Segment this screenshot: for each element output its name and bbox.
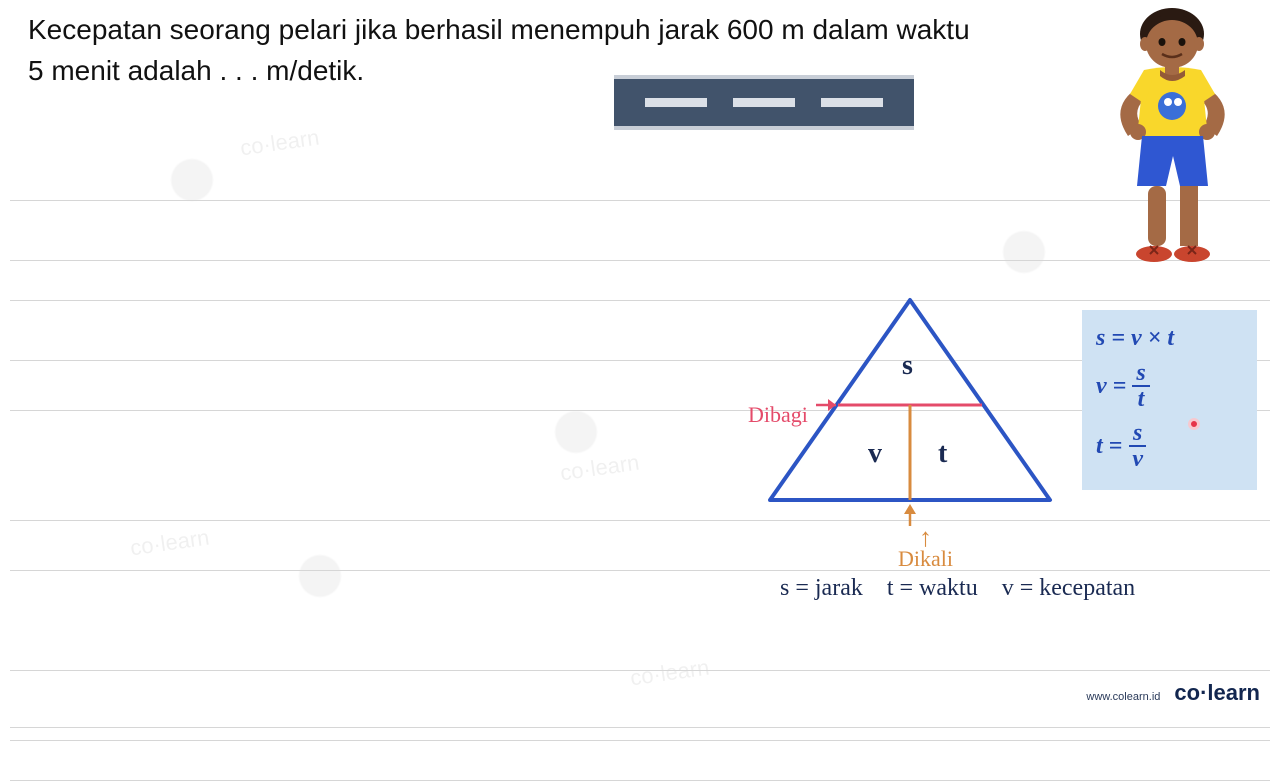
road-dash [733,98,795,107]
formula-t: t = s v [1096,416,1243,476]
road-dash [821,98,883,107]
svt-triangle: s v t Dibagi ↑ Dikali [760,290,1060,550]
laser-pointer-icon [1188,418,1200,430]
triangle-s: s [902,350,913,382]
ruled-line [10,727,1270,728]
footer: www.colearn.id co·learn [1086,680,1260,706]
ruled-line [10,520,1270,521]
road-illustration [614,75,914,130]
question-line1: Kecepatan seorang pelari jika berhasil m… [28,14,970,45]
label-dikali: ↑ Dikali [898,530,953,572]
formula-box: s = v × t v = s t t = s v [1082,310,1257,490]
triangle-t: t [938,438,947,470]
triangle-v: v [868,438,882,470]
legend-s: s = jarak [780,575,863,601]
label-dibagi: Dibagi [748,402,820,428]
ruled-line [10,200,1270,201]
legend-v: v = kecepatan [1002,575,1135,601]
formula-v: v = s t [1096,356,1243,416]
ruled-line [10,300,1270,301]
ruled-line [10,570,1270,571]
ruled-line [10,260,1270,261]
ruled-line [10,670,1270,671]
question-line2: 5 menit adalah . . . m/detik. [28,55,364,86]
formula-s: s = v × t [1096,320,1243,356]
boy-illustration [1090,6,1255,266]
footer-url: www.colearn.id [1086,691,1160,703]
road-dash [645,98,707,107]
ruled-line [10,360,1270,361]
ruled-line [10,740,1270,741]
legend-t: t = waktu [887,575,978,601]
ruled-line [10,410,1270,411]
footer-logo: co·learn [1174,680,1260,706]
legend-definitions: s = jarak t = waktu v = kecepatan [780,575,1135,602]
